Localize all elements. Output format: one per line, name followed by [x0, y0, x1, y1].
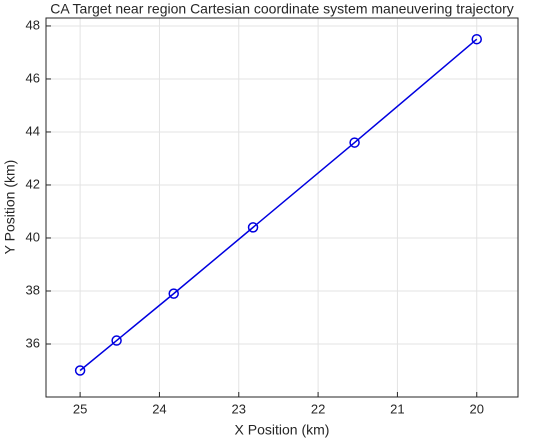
marker [247, 222, 259, 233]
y-tick-label: 46 [26, 70, 40, 85]
plot-frame [45, 17, 519, 398]
y-tick-label: 44 [26, 123, 40, 138]
marker [168, 288, 179, 299]
x-tick-label: 25 [73, 401, 87, 416]
marker [349, 137, 360, 148]
y-tick-label: 36 [26, 335, 40, 350]
x-tick-label: 24 [152, 401, 166, 416]
y-tick-label: 40 [26, 229, 40, 244]
x-tick-label: 22 [311, 401, 325, 416]
x-tick-label: 20 [470, 401, 484, 416]
x-tick-label: 23 [232, 401, 246, 416]
marker [111, 335, 122, 346]
chart-title: CA Target near region Cartesian coordina… [50, 1, 514, 17]
marker [471, 33, 482, 45]
y-tick-label: 48 [26, 17, 40, 32]
series-line [79, 38, 478, 372]
marker [74, 365, 86, 376]
y-tick-label: 38 [26, 282, 40, 297]
x-tick-label: 21 [390, 401, 404, 416]
y-tick-label: 42 [26, 176, 40, 191]
y-axis-label: Y Position (km) [2, 160, 18, 255]
x-axis-label: X Position (km) [235, 422, 330, 438]
